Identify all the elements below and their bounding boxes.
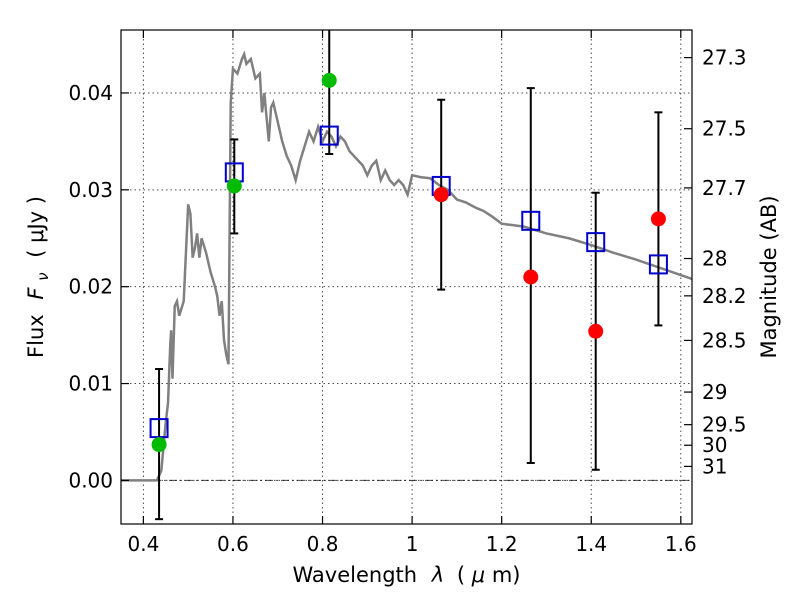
y-tick-label: 0.03: [68, 178, 113, 202]
axis-ticks: 0.4 0.6 0.8 1 1.2 1.4 1.6 0.00 0.01 0.02 0.03 0.04 2…: [68, 30, 747, 556]
x-axis-label: Wavelength λ ( μ m): [293, 563, 521, 587]
x-axis-label-unit-open: (: [457, 563, 465, 587]
y-tick-label: 0.02: [68, 275, 113, 299]
x-tick-label: 1: [406, 532, 419, 556]
x-tick-label: 0.4: [127, 532, 159, 556]
magnitude-axis-label: Magnitude (AB): [757, 195, 781, 358]
x-tick-label: 1.2: [486, 532, 518, 556]
magnitude-tick-label: 29: [702, 380, 727, 404]
grid-lines: [121, 30, 692, 524]
y-axis-label-unit: ( μJy ): [24, 196, 48, 258]
y-axis-label: Flux F ν ( μJy ): [24, 196, 53, 358]
measured-flux-point: [321, 72, 337, 88]
measured-flux-point: [151, 437, 167, 453]
magnitude-tick-label: 28.2: [702, 284, 747, 308]
magnitude-tick-label: 27.7: [702, 176, 747, 200]
measured-flux-point: [226, 178, 242, 194]
model-photometry-point: [648, 254, 668, 275]
y-tick-label: 0.04: [68, 81, 113, 105]
model-photometry-point: [521, 210, 541, 231]
y-axis-label-subscript: ν: [34, 272, 52, 280]
magnitude-tick-label: 31: [702, 454, 727, 478]
model-photometry-point: [586, 232, 606, 253]
y-axis-label-symbol: F: [24, 287, 48, 300]
measured-flux-point: [650, 211, 666, 227]
x-tick-label: 1.6: [665, 532, 697, 556]
x-axis-label-symbol: λ: [431, 563, 444, 587]
y-tick-label: 0.01: [68, 372, 113, 396]
magnitude-tick-label: 28.5: [702, 328, 747, 352]
magnitude-tick-label: 29.5: [702, 413, 747, 437]
y-axis-label-text: Flux: [24, 314, 48, 358]
measured-flux-point: [588, 323, 604, 339]
measured-flux-point: [433, 187, 449, 203]
x-axis-label-unit-mu: μ: [471, 563, 485, 587]
model-spectrum-line: [121, 50, 693, 482]
x-tick-label: 1.4: [575, 532, 607, 556]
data-marks: [149, 30, 668, 521]
x-axis-label-unit-rest: m): [492, 563, 521, 587]
magnitude-tick-label: 27.3: [702, 46, 747, 70]
x-tick-label: 0.8: [307, 532, 339, 556]
magnitude-tick-label: 30: [702, 433, 727, 457]
magnitude-tick-label: 28: [702, 247, 727, 271]
x-tick-label: 0.6: [217, 532, 249, 556]
model-photometry-point: [319, 125, 339, 146]
measured-flux-point: [523, 269, 539, 285]
x-axis-label-text: Wavelength: [293, 563, 418, 587]
y-tick-label: 0.00: [68, 468, 113, 492]
magnitude-tick-label: 27.5: [702, 117, 747, 141]
plot-frame: [120, 29, 693, 525]
